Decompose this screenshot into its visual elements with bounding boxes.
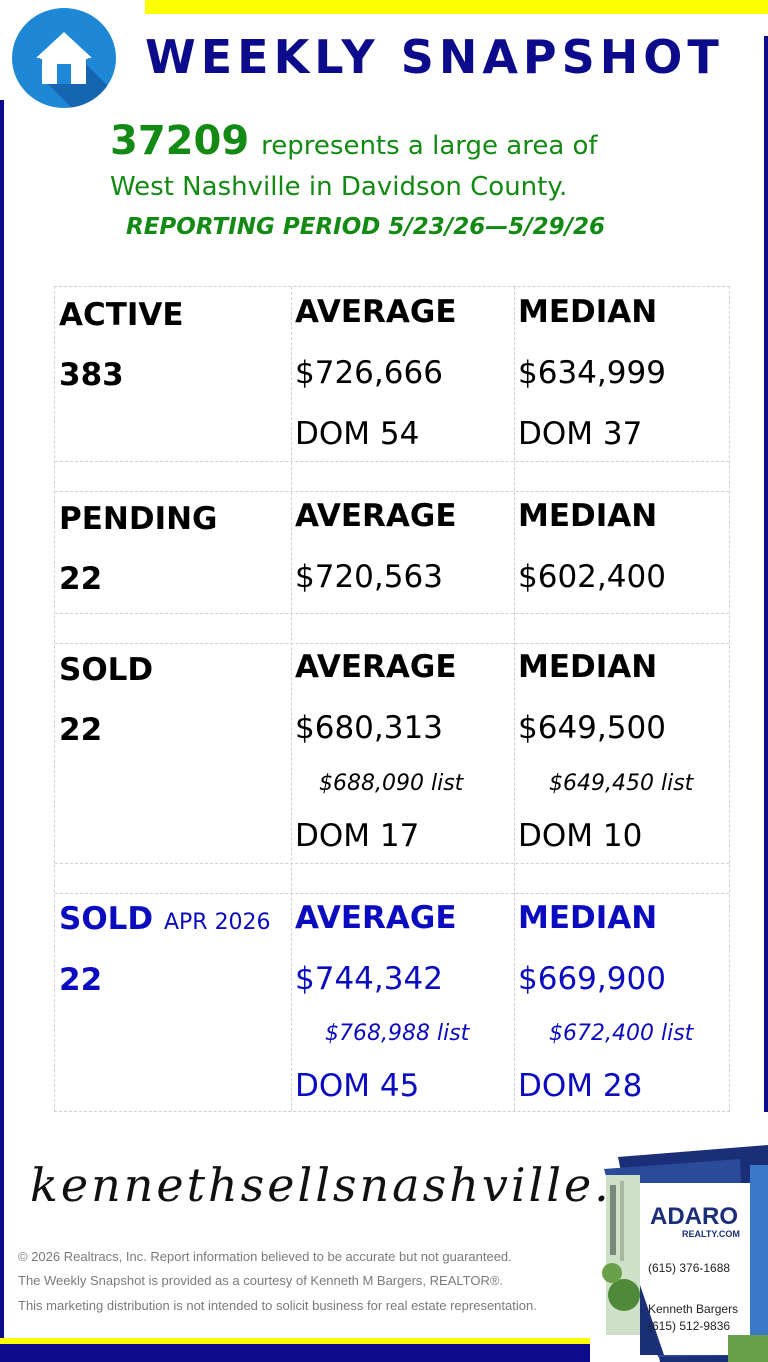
office-phone: (615) 376-1688 — [648, 1261, 731, 1275]
agent-phone: (615) 512-9836 — [648, 1319, 731, 1333]
sold-average-price: $680,313 — [295, 710, 443, 746]
active-average-label: AVERAGE — [295, 294, 457, 330]
sold-average-label: AVERAGE — [295, 649, 457, 685]
sold-month-average-list-price: $768,988 list — [325, 1021, 470, 1046]
pending-label: PENDING — [59, 501, 218, 537]
intro-line-1: represents a large area of — [261, 131, 598, 161]
sold-median-label: MEDIAN — [518, 649, 658, 685]
sold-count: 22 — [59, 712, 103, 748]
sold-month-count: 22 — [59, 962, 103, 998]
sold-average-dom: DOM 17 — [295, 818, 420, 854]
page-title: WEEKLY SNAPSHOT — [145, 30, 724, 84]
sold-month-label-row: SOLD APR 2026 — [59, 901, 271, 937]
sold-month-median-list-price: $672,400 list — [549, 1021, 694, 1046]
row-divider — [55, 893, 729, 894]
sold-median-list-price: $649,450 list — [549, 771, 694, 796]
active-count: 383 — [59, 357, 124, 393]
house-icon — [12, 8, 116, 108]
pending-average-price: $720,563 — [295, 559, 443, 595]
intro-block: 37209 represents a large area of West Nas… — [110, 118, 670, 240]
row-divider — [55, 491, 729, 492]
sold-month-average-price: $744,342 — [295, 961, 443, 997]
active-median-dom: DOM 37 — [518, 416, 643, 452]
sold-median-price: $649,500 — [518, 710, 666, 746]
reporting-period: REPORTING PERIOD 5/23/26—5/29/26 — [126, 214, 606, 240]
brand-subtitle: REALTY.COM — [682, 1229, 740, 1239]
right-border-rule — [764, 36, 768, 1112]
column-divider — [514, 287, 515, 1111]
active-median-price: $634,999 — [518, 355, 666, 391]
column-divider — [291, 287, 292, 1111]
agent-business-card: ADARO REALTY.COM (615) 376-1688 Kenneth … — [600, 1145, 768, 1362]
bottom-blue-bar — [0, 1344, 590, 1362]
sold-month-median-dom: DOM 28 — [518, 1068, 643, 1104]
website-signature: kennethsellsnashville.com — [30, 1158, 718, 1212]
active-average-dom: DOM 54 — [295, 416, 420, 452]
row-divider — [55, 863, 729, 864]
sold-label: SOLD — [59, 652, 154, 688]
sold-median-dom: DOM 10 — [518, 818, 643, 854]
intro-line-2: West Nashville in Davidson County. — [110, 172, 568, 202]
row-divider — [55, 643, 729, 644]
sold-month-period: APR 2026 — [163, 910, 271, 935]
brand-name: ADARO — [650, 1203, 738, 1230]
zip-code: 37209 — [110, 118, 250, 164]
disclaimer-notice: This marketing distribution is not inten… — [18, 1298, 537, 1313]
active-median-label: MEDIAN — [518, 294, 658, 330]
sold-average-list-price: $688,090 list — [319, 771, 464, 796]
active-label: ACTIVE — [59, 297, 184, 333]
pending-count: 22 — [59, 561, 103, 597]
pending-median-label: MEDIAN — [518, 498, 658, 534]
bottom-yellow-bar — [0, 1338, 590, 1344]
pending-average-label: AVERAGE — [295, 498, 457, 534]
stats-table: ACTIVE 383 AVERAGE $726,666 DOM 54 MEDIA… — [54, 286, 730, 1112]
sold-month-median-label: MEDIAN — [518, 900, 658, 936]
card-background — [602, 1145, 768, 1362]
active-average-price: $726,666 — [295, 355, 443, 391]
courtesy-notice: The Weekly Snapshot is provided as a cou… — [18, 1273, 504, 1288]
sold-month-median-price: $669,900 — [518, 961, 666, 997]
sold-month-average-label: AVERAGE — [295, 900, 457, 936]
agent-name: Kenneth Bargers — [648, 1302, 739, 1316]
left-border-rule — [0, 100, 4, 1340]
copyright-notice: © 2026 Realtracs, Inc. Report informatio… — [18, 1249, 512, 1264]
sold-month-average-dom: DOM 45 — [295, 1068, 420, 1104]
pending-median-price: $602,400 — [518, 559, 666, 595]
row-divider — [55, 461, 729, 462]
top-yellow-bar — [145, 0, 768, 14]
row-divider — [55, 613, 729, 614]
sold-month-label: SOLD — [59, 901, 154, 937]
